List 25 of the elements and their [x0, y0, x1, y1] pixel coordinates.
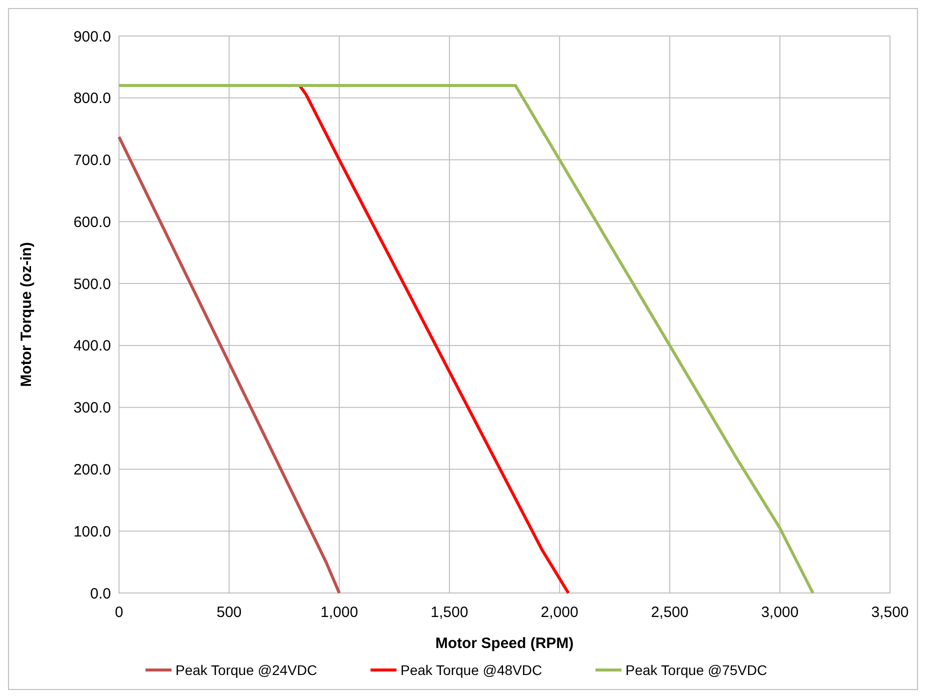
x-tick-label: 1,500: [430, 604, 468, 621]
legend-label: Peak Torque @75VDC: [626, 662, 768, 678]
x-axis-title: Motor Speed (RPM): [435, 635, 574, 652]
x-tick-label: 1,000: [320, 604, 358, 621]
y-tick-label: 400.0: [73, 338, 111, 355]
y-axis-title: Motor Torque (oz-in): [18, 242, 35, 387]
y-tick-label: 600.0: [73, 214, 111, 231]
y-tick-label: 500.0: [73, 276, 111, 293]
y-tick-label: 900.0: [73, 28, 111, 46]
x-tick-label: 500: [216, 604, 242, 621]
y-tick-label: 800.0: [73, 90, 111, 108]
line-series: [298, 84, 570, 594]
legend-label: Peak Torque @24VDC: [176, 662, 318, 678]
x-tick-label: 2,000: [540, 604, 578, 621]
y-tick-label: 700.0: [73, 152, 111, 170]
x-tick-label: 3,000: [761, 604, 799, 621]
y-tick-label: 300.0: [73, 400, 111, 417]
y-tick-label: 0.0: [90, 585, 111, 602]
x-tick-label: 2,500: [650, 604, 688, 621]
y-tick-label: 100.0: [73, 523, 111, 540]
x-tick-label: 0: [114, 604, 124, 621]
y-tick-label: 200.0: [73, 461, 111, 478]
legend-label: Peak Torque @48VDC: [400, 662, 542, 678]
x-tick-label: 3,500: [871, 604, 909, 621]
line-series: [118, 84, 814, 594]
